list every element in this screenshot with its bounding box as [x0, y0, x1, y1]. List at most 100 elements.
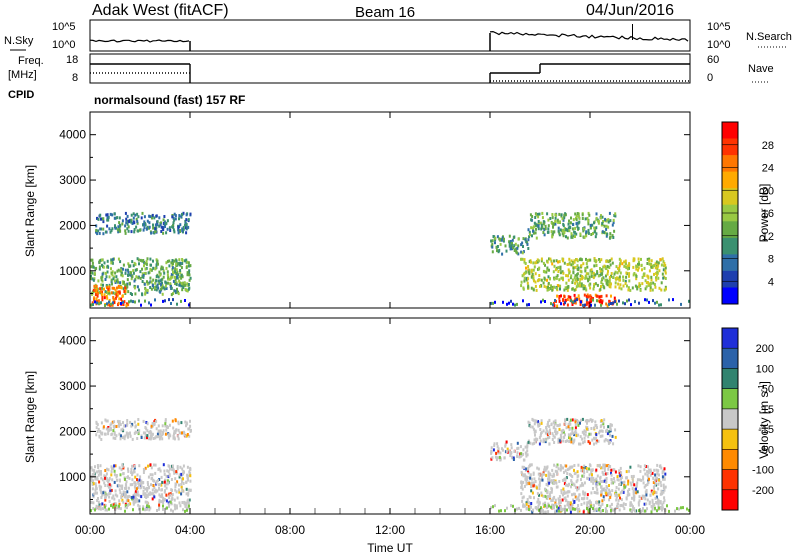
- echo-cell: [160, 500, 163, 504]
- echo-cell: [621, 262, 624, 266]
- echo-cell: [549, 217, 552, 220]
- echo-cell: [572, 498, 575, 502]
- echo-cell: [111, 282, 113, 286]
- colorbar-tick-label: 8: [768, 254, 774, 266]
- echo-cell: [171, 464, 174, 468]
- echo-cell: [564, 477, 567, 481]
- echo-cell: [119, 437, 122, 441]
- echo-cell: [521, 274, 524, 278]
- echo-cell: [93, 469, 96, 473]
- echo-cell: [102, 220, 105, 224]
- echo-cell: [148, 486, 150, 490]
- echo-cell: [556, 274, 559, 278]
- echo-cell: [556, 218, 559, 222]
- echo-cell: [496, 235, 499, 239]
- echo-cell: [596, 483, 599, 486]
- echo-cell: [144, 487, 147, 491]
- echo-cell: [161, 480, 164, 484]
- echo-cell: [97, 466, 100, 469]
- echo-cell: [108, 291, 111, 294]
- echo-cell: [632, 474, 635, 478]
- echo-cell: [529, 496, 532, 499]
- echo-cell: [649, 468, 652, 472]
- echo-cell: [119, 281, 122, 285]
- echo-cell: [585, 232, 587, 236]
- echo-cell: [533, 438, 536, 442]
- echo-cell: [153, 495, 156, 499]
- echo-cell: [581, 497, 583, 501]
- echo-cell: [577, 215, 580, 219]
- ground-echo-cell: [540, 300, 542, 304]
- echo-cell: [618, 469, 621, 473]
- echo-cell: [96, 505, 99, 509]
- echo-cell: [149, 280, 152, 284]
- echo-cell: [602, 422, 605, 426]
- echo-cell: [574, 420, 577, 424]
- echo-cell: [582, 441, 585, 445]
- echo-cell: [104, 469, 107, 472]
- echo-cell: [117, 268, 120, 272]
- echo-cell: [583, 293, 586, 297]
- echo-cell: [660, 489, 663, 493]
- echo-cell: [603, 466, 606, 470]
- echo-cell: [179, 281, 181, 285]
- echo-cell: [500, 238, 503, 242]
- echo-cell: [644, 287, 647, 291]
- ground-echo-cell: [104, 505, 106, 509]
- echo-cell: [105, 275, 108, 279]
- echo-cell: [584, 285, 587, 289]
- echo-cell: [167, 470, 170, 474]
- echo-cell: [91, 261, 94, 265]
- echo-cell: [580, 258, 583, 262]
- echo-cell: [104, 230, 107, 234]
- echo-cell: [612, 275, 615, 279]
- echo-cell: [623, 264, 626, 268]
- echo-cell: [165, 266, 168, 270]
- echo-cell: [539, 284, 541, 288]
- echo-cell: [544, 224, 547, 228]
- echo-cell: [121, 294, 124, 298]
- echo-cell: [565, 464, 568, 468]
- echo-cell: [595, 433, 598, 437]
- echo-cell: [620, 471, 623, 475]
- echo-cell: [526, 449, 529, 453]
- echo-cell: [516, 246, 519, 250]
- ground-echo-cell: [688, 299, 690, 303]
- echo-cell: [95, 287, 98, 291]
- echo-cell: [614, 507, 617, 511]
- echo-cell: [159, 223, 162, 227]
- ground-echo-cell: [100, 301, 102, 305]
- echo-cell: [599, 300, 601, 304]
- echo-cell: [149, 257, 152, 261]
- echo-cell: [111, 478, 114, 482]
- echo-cell: [124, 493, 127, 497]
- echo-cell: [557, 270, 560, 273]
- echo-cell: [143, 264, 145, 268]
- echo-cell: [174, 267, 177, 271]
- echo-cell: [94, 293, 97, 297]
- echo-cell: [156, 283, 159, 287]
- echo-cell: [643, 502, 646, 506]
- echo-cell: [595, 232, 598, 236]
- echo-cell: [107, 429, 110, 433]
- echo-cell: [592, 276, 595, 280]
- echo-cell: [605, 485, 608, 488]
- ground-echo-cell: [528, 303, 530, 307]
- echo-cell: [107, 215, 110, 219]
- echo-cell: [563, 482, 566, 486]
- echo-cell: [133, 279, 136, 283]
- echo-cell: [93, 284, 96, 288]
- echo-cell: [563, 504, 566, 508]
- echo-cell: [574, 485, 577, 489]
- colorbar-tick-label: 20: [762, 185, 774, 197]
- echo-cell: [130, 220, 133, 224]
- echo-cell: [549, 495, 552, 499]
- echo-cell: [582, 510, 585, 514]
- cpid-label: CPID: [8, 89, 34, 101]
- echo-cell: [107, 485, 110, 489]
- echo-cell: [156, 489, 159, 493]
- ground-echo-cell: [116, 506, 118, 510]
- echo-cell: [562, 435, 565, 439]
- echo-cell: [650, 259, 653, 263]
